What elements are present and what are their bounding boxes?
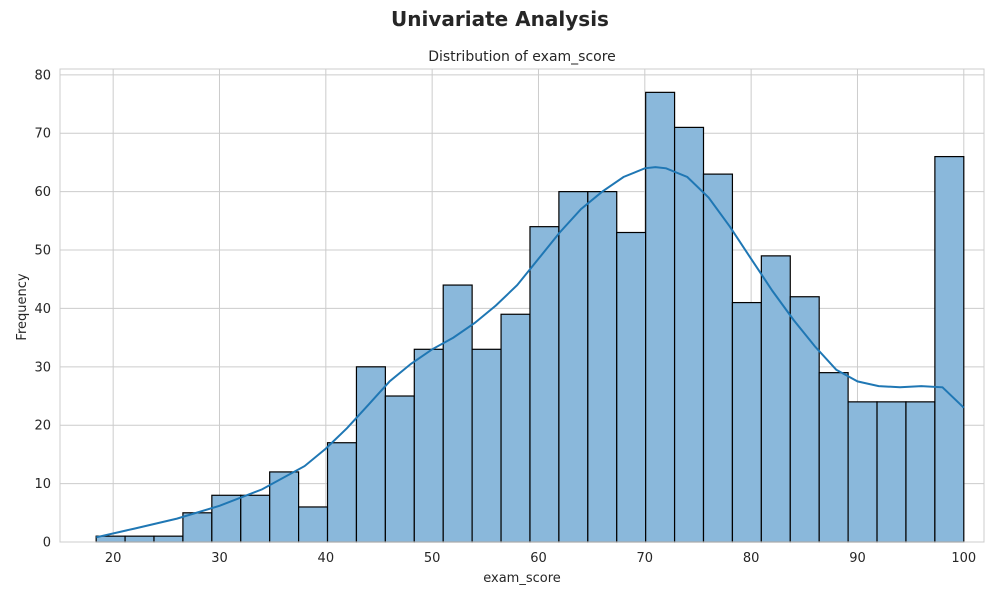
kde-curve (95, 166, 965, 539)
histogram-bar (471, 348, 502, 543)
x-tick-label: 60 (530, 551, 547, 566)
x-tick-label: 70 (637, 551, 654, 566)
y-tick-label: 50 (34, 244, 51, 259)
histogram-bar (616, 231, 647, 543)
histogram-bar (587, 191, 618, 543)
histogram-bar (818, 372, 849, 543)
y-tick-label: 40 (34, 302, 51, 317)
y-tick-label: 20 (34, 419, 51, 434)
histogram-bar (384, 395, 415, 543)
x-tick-label: 80 (743, 551, 760, 566)
histogram-bar (153, 535, 184, 543)
y-tick-label: 30 (34, 360, 51, 375)
histogram-bar (558, 191, 589, 543)
y-tick-label: 60 (34, 185, 51, 200)
x-tick-label: 20 (105, 551, 122, 566)
x-tick-label: 90 (849, 551, 866, 566)
histogram-bar (789, 296, 820, 543)
histogram-bar (731, 301, 762, 543)
y-tick-label: 0 (43, 536, 51, 551)
x-tick-label: 40 (318, 551, 335, 566)
histogram-bar (905, 401, 936, 543)
histogram-bar (182, 512, 213, 543)
histogram-bar (760, 255, 791, 543)
y-axis-label: Frequency (15, 273, 30, 340)
histogram-bar (702, 173, 734, 543)
histogram-bar (240, 494, 271, 543)
y-tick-labels: 0 10 20 30 40 50 60 70 80 (34, 68, 51, 550)
histogram-bar (500, 313, 531, 543)
plot-frame (59, 68, 985, 543)
histogram-bar (645, 91, 676, 543)
histogram-bar (355, 366, 386, 543)
y-tick-label: 70 (34, 127, 51, 142)
y-tick-label: 10 (34, 477, 51, 492)
chart-title: Distribution of exam_score (428, 49, 616, 65)
histogram-bar (442, 284, 473, 543)
histogram-bar (934, 155, 965, 543)
x-tick-label: 50 (424, 551, 441, 566)
x-axis-label: exam_score (483, 571, 561, 586)
histogram-bar (298, 506, 329, 543)
histogram-bar (876, 401, 907, 543)
histogram-bar (413, 348, 444, 543)
histogram-bar (326, 442, 358, 543)
y-tick-label: 80 (34, 68, 51, 83)
histogram-bars (95, 91, 965, 543)
x-tick-label: 30 (211, 551, 228, 566)
x-tick-labels: 20 30 40 50 60 70 80 90 100 (105, 551, 976, 566)
histogram-bar (124, 535, 155, 543)
x-tick-label: 100 (951, 551, 976, 566)
histogram-bar (847, 401, 878, 543)
histogram-bar (529, 226, 560, 543)
figure-suptitle: Univariate Analysis (391, 7, 609, 31)
